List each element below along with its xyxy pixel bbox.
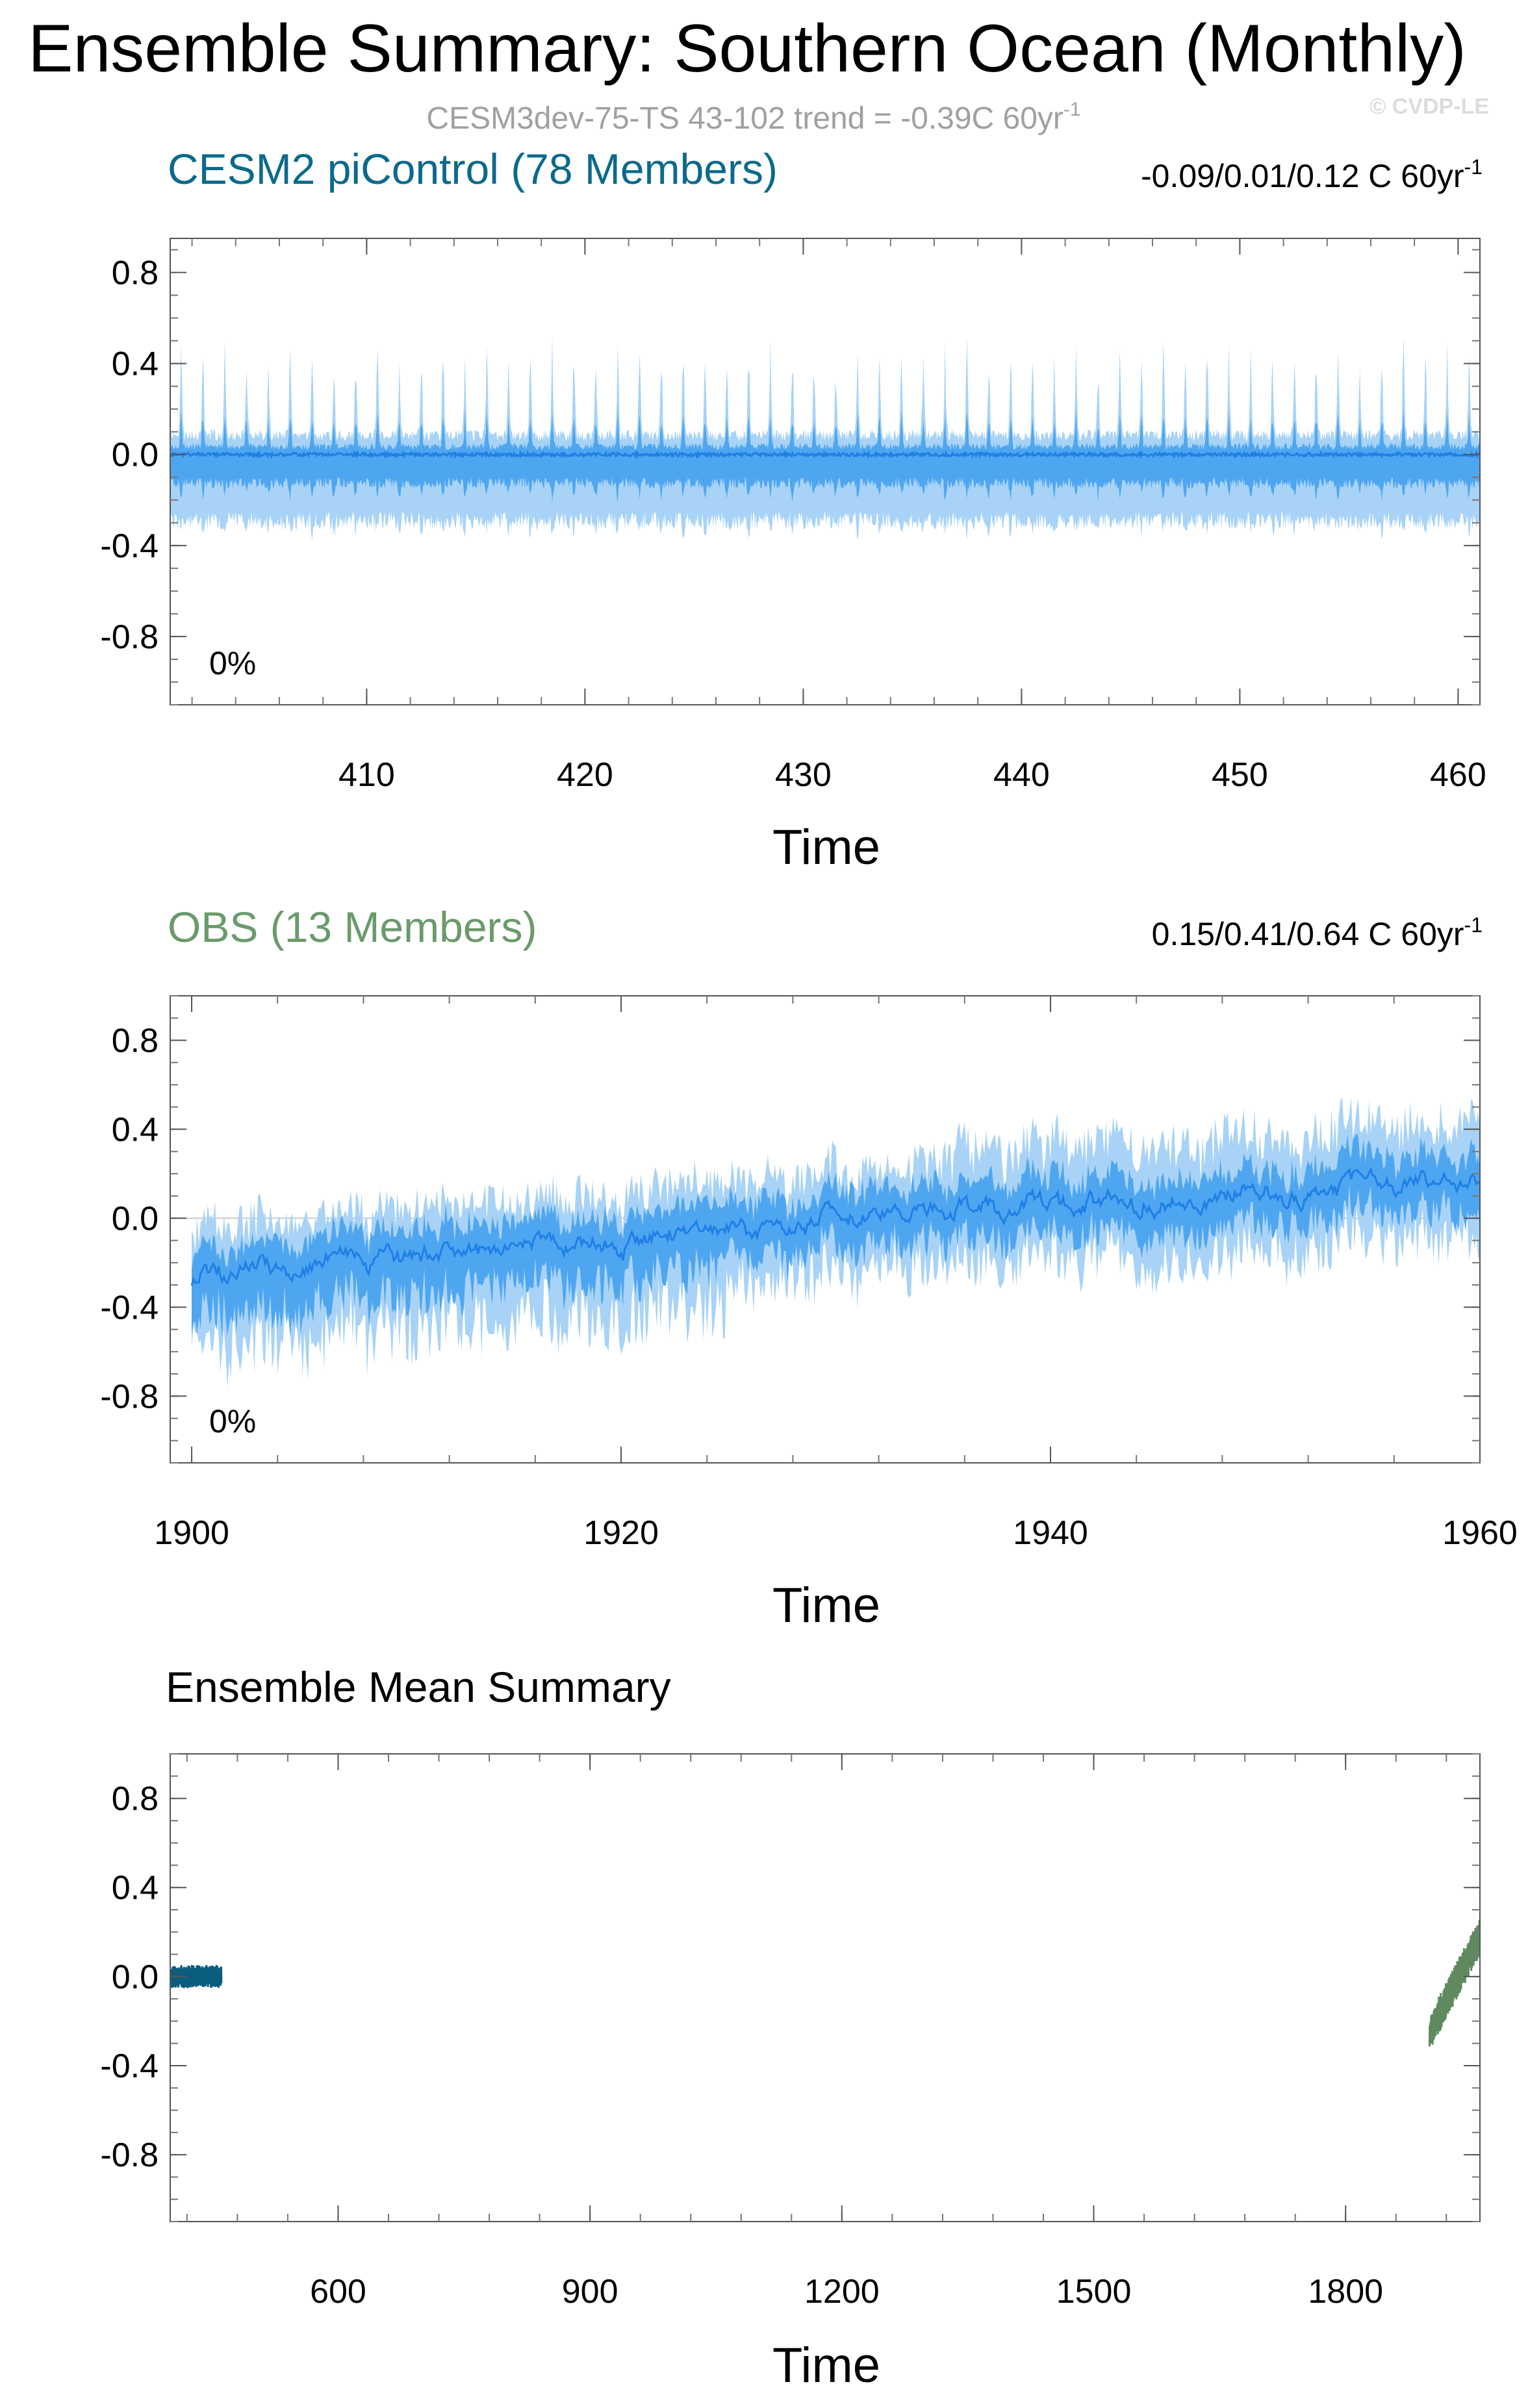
y-tick-label: 0.4 [112,1869,159,1907]
x-tick-label: 1900 [154,1514,229,1552]
y-tick-label: 0.4 [112,346,159,383]
x-tick-label: 460 [1430,756,1486,794]
panel-cesm2-picontrol: CESM2 piControl (78 Members) -0.09/0.01/… [100,145,1486,875]
plot-frame [170,238,1481,705]
x-tick-label: 450 [1212,756,1268,794]
x-tick-label: 440 [993,756,1050,794]
x-tick-label: 600 [310,2273,366,2311]
x-tick-label: 430 [775,756,832,794]
x-tick-label: 1200 [804,2273,880,2311]
x-axis-title-cesm2: Time [772,820,880,875]
y-tick-label: -0.4 [100,2047,159,2085]
x-tick-label: 1920 [583,1514,659,1552]
watermark: © CVDP-LE [1369,94,1489,119]
plot-area-cesm2: 0.8 0.4 0.0 -0.4 -0.8 410 420 430 440 450 460 [100,238,1486,794]
y-tick-label: -0.8 [100,1378,159,1415]
plot-area-summary: 0.8 0.4 0.0 -0.4 -0.8 600 900 1200 1500 1800 [100,1753,1481,2311]
percent-annotation-obs: 0% [209,1403,256,1439]
x-axis-title-summary: Time [772,2338,880,2393]
x-tick-label: 1960 [1442,1514,1518,1552]
x-tick-label: 900 [562,2273,618,2311]
y-tick-label: -0.8 [100,618,159,656]
plot-frame [170,995,1481,1464]
trend-label-obs: 0.15/0.41/0.64 C 60yr-1 [1152,913,1483,952]
panel-obs: OBS (13 Members) 0.15/0.41/0.64 C 60yr-1… [100,903,1517,1633]
x-tick-label: 1800 [1308,2273,1383,2311]
panel-title-cesm2: CESM2 piControl (78 Members) [168,145,778,193]
x-tick-label: 1500 [1056,2273,1132,2311]
trend-label-cesm2: -0.09/0.01/0.12 C 60yr-1 [1141,155,1483,194]
panel-title-obs: OBS (13 Members) [168,903,537,951]
y-tick-label: 0.0 [112,437,159,474]
obs-mean-summary-line [1429,1920,1481,2047]
y-tick-label: -0.8 [100,2136,159,2174]
ensemble-interquartile-band [192,1134,1480,1338]
y-tick-label: 0.0 [112,1200,159,1237]
y-tick-label: 0.8 [112,1022,159,1059]
y-tick-label: 0.8 [112,255,159,292]
x-tick-label: 410 [338,756,395,794]
panel-ensemble-mean-summary: Ensemble Mean Summary 0.8 0.4 0.0 -0.4 -0.8 6… [100,1663,1481,2393]
y-tick-label: 0.8 [112,1781,159,1818]
plot-area-obs: 0.8 0.4 0.0 -0.4 -0.8 1900 1920 1940 1960 [100,995,1518,1552]
ensemble-mean-line [170,450,1481,460]
cesm-mean-summary-line [170,1964,223,1988]
ensemble-range-band [170,335,1480,540]
y-tick-label: -0.4 [100,1289,159,1326]
y-tick-label: 0.0 [112,1958,159,1996]
y-tick-label: -0.4 [100,527,159,565]
x-axis-title-obs: Time [772,1578,880,1633]
percent-annotation-cesm2: 0% [209,645,256,681]
main-title: Ensemble Summary: Southern Ocean (Monthl… [28,11,1466,86]
panel-title-summary: Ensemble Mean Summary [166,1663,671,1711]
y-tick-label: 0.4 [112,1111,159,1148]
ensemble-mean-line [190,1166,1481,1286]
plot-frame [170,1753,1481,2222]
x-tick-label: 420 [557,756,613,794]
subtitle: CESM3dev-75-TS 43-102 trend = -0.39C 60y… [426,99,1080,136]
x-tick-label: 1940 [1013,1514,1088,1552]
